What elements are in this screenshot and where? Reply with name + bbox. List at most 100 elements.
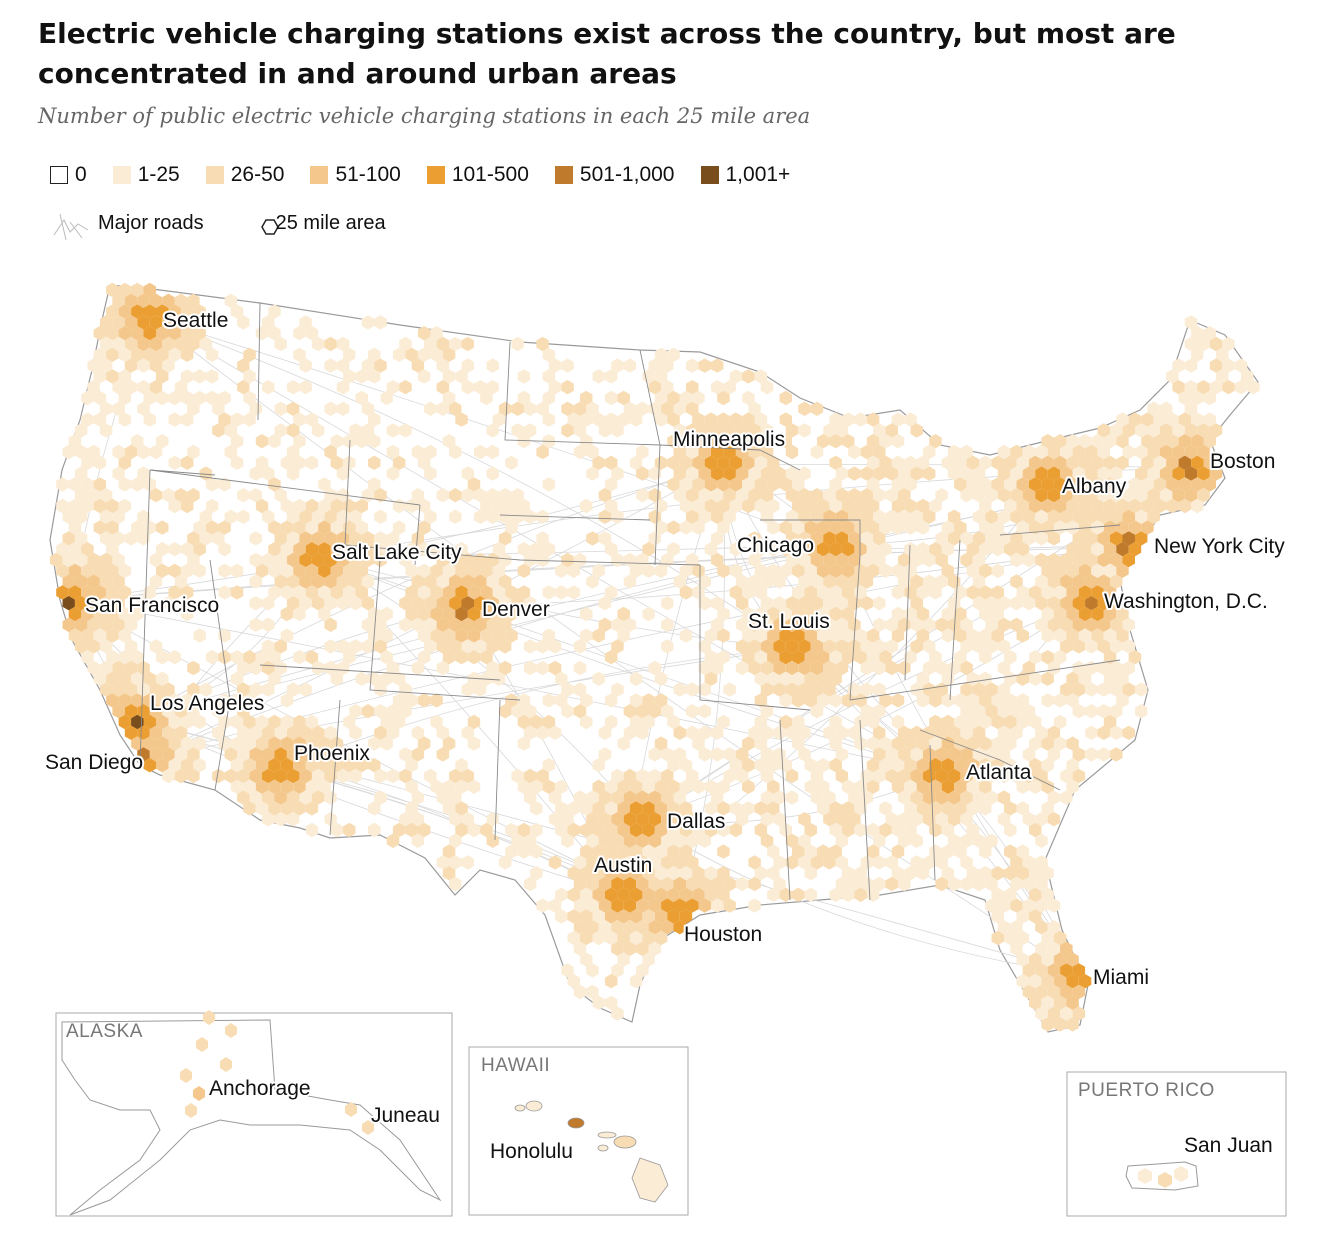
hex-cell [386,833,400,848]
hex-cell [274,768,287,784]
hex-cell [717,412,730,427]
hex-cell [1091,434,1104,449]
hex-cell [355,758,368,773]
hex-cell [767,563,780,578]
hex-cell [1110,660,1123,676]
hex-cell [523,790,537,805]
hex-cell [50,552,63,568]
hex-cell [817,563,830,578]
hex-cell [810,552,824,568]
hex-cell [262,812,275,827]
hex-cell [305,326,319,341]
hex-cell [517,693,531,708]
hex-cell [106,347,119,362]
hex-cell [1135,682,1148,697]
hex-cell [517,563,531,578]
hex-cell [604,714,618,730]
hex-cell [1078,498,1092,514]
hex-cell [93,326,107,341]
hex-cell [349,423,362,438]
hex-cell [168,498,181,514]
hex-cell [979,585,992,600]
hex-cell [1234,380,1248,395]
hex-cell [960,833,973,848]
hex-cell [798,833,811,848]
hex-cell [735,488,749,503]
hex-cell [817,671,830,686]
hex-cell [860,855,874,870]
hex-cell [1060,682,1073,697]
hex-cell [817,801,830,816]
hex-cell [74,531,88,546]
hex-cell [1159,423,1173,438]
hex-cell [604,369,618,384]
hex-cell [898,552,911,568]
legend-swatch [700,166,719,184]
hex-cell [754,412,768,427]
hex-cell [417,650,431,665]
hex-cell [916,866,930,881]
hex-cell [841,563,855,578]
hex-cell [87,488,100,503]
hex-cell [698,747,711,762]
hex-cell [891,412,905,427]
hex-cell [1141,412,1154,427]
hex-cell [405,585,418,600]
hex-cell [156,671,169,686]
hex-cell [118,282,132,298]
hex-cell [505,585,518,600]
hex-cell [274,574,287,589]
hex-cell [785,423,799,438]
hex-cell [798,531,811,546]
hex-cell [866,520,880,535]
hex-cell [274,552,287,568]
hex-cell [810,660,824,676]
hex-cell [530,714,543,730]
hex-cell [580,693,593,708]
hex-cell [979,714,992,730]
hex-cell [430,326,443,341]
hex-cell [997,617,1011,632]
hex-cell [704,455,718,470]
hex-cell [723,768,736,784]
legend-label: 26-50 [230,163,285,186]
hex-cell [1029,974,1042,989]
hex-cell [399,617,412,632]
hex-cell [505,844,518,859]
hex-cell [411,790,425,805]
hex-cell [935,617,948,632]
hex-cell [748,639,761,654]
hex-cell [449,855,462,870]
hex-cell [923,747,936,762]
hex-cell [735,574,749,589]
hex-cell [785,660,799,676]
city-label-phoenix: Phoenix [294,742,370,765]
hex-cell [1010,488,1023,503]
hex-cell [941,822,955,838]
hex-cell [985,682,998,697]
hex-cell [1022,444,1036,460]
hex-cell [168,758,181,773]
hex-cell [1029,477,1042,492]
hex-cell [112,682,125,697]
hex-cell [767,866,780,881]
hex-cell [742,477,755,492]
hex-cell [249,552,262,568]
hex-cell [486,617,499,632]
hex-cell [935,660,948,676]
hex-cell [804,758,817,773]
hex-cell [604,585,618,600]
hex-cell [979,650,992,665]
hex-cell [112,380,125,395]
hex-cell [848,812,861,827]
hex-cell [592,909,605,924]
hex-cell [573,876,587,892]
hex-cell [349,596,362,611]
legend-item-0: 0 [50,163,87,187]
hex-cell [523,639,537,654]
hex-cell [324,358,337,373]
hex-cell [916,693,930,708]
hex-cell [1097,747,1110,762]
hex-cell [461,358,474,373]
hex-cell [324,725,337,740]
